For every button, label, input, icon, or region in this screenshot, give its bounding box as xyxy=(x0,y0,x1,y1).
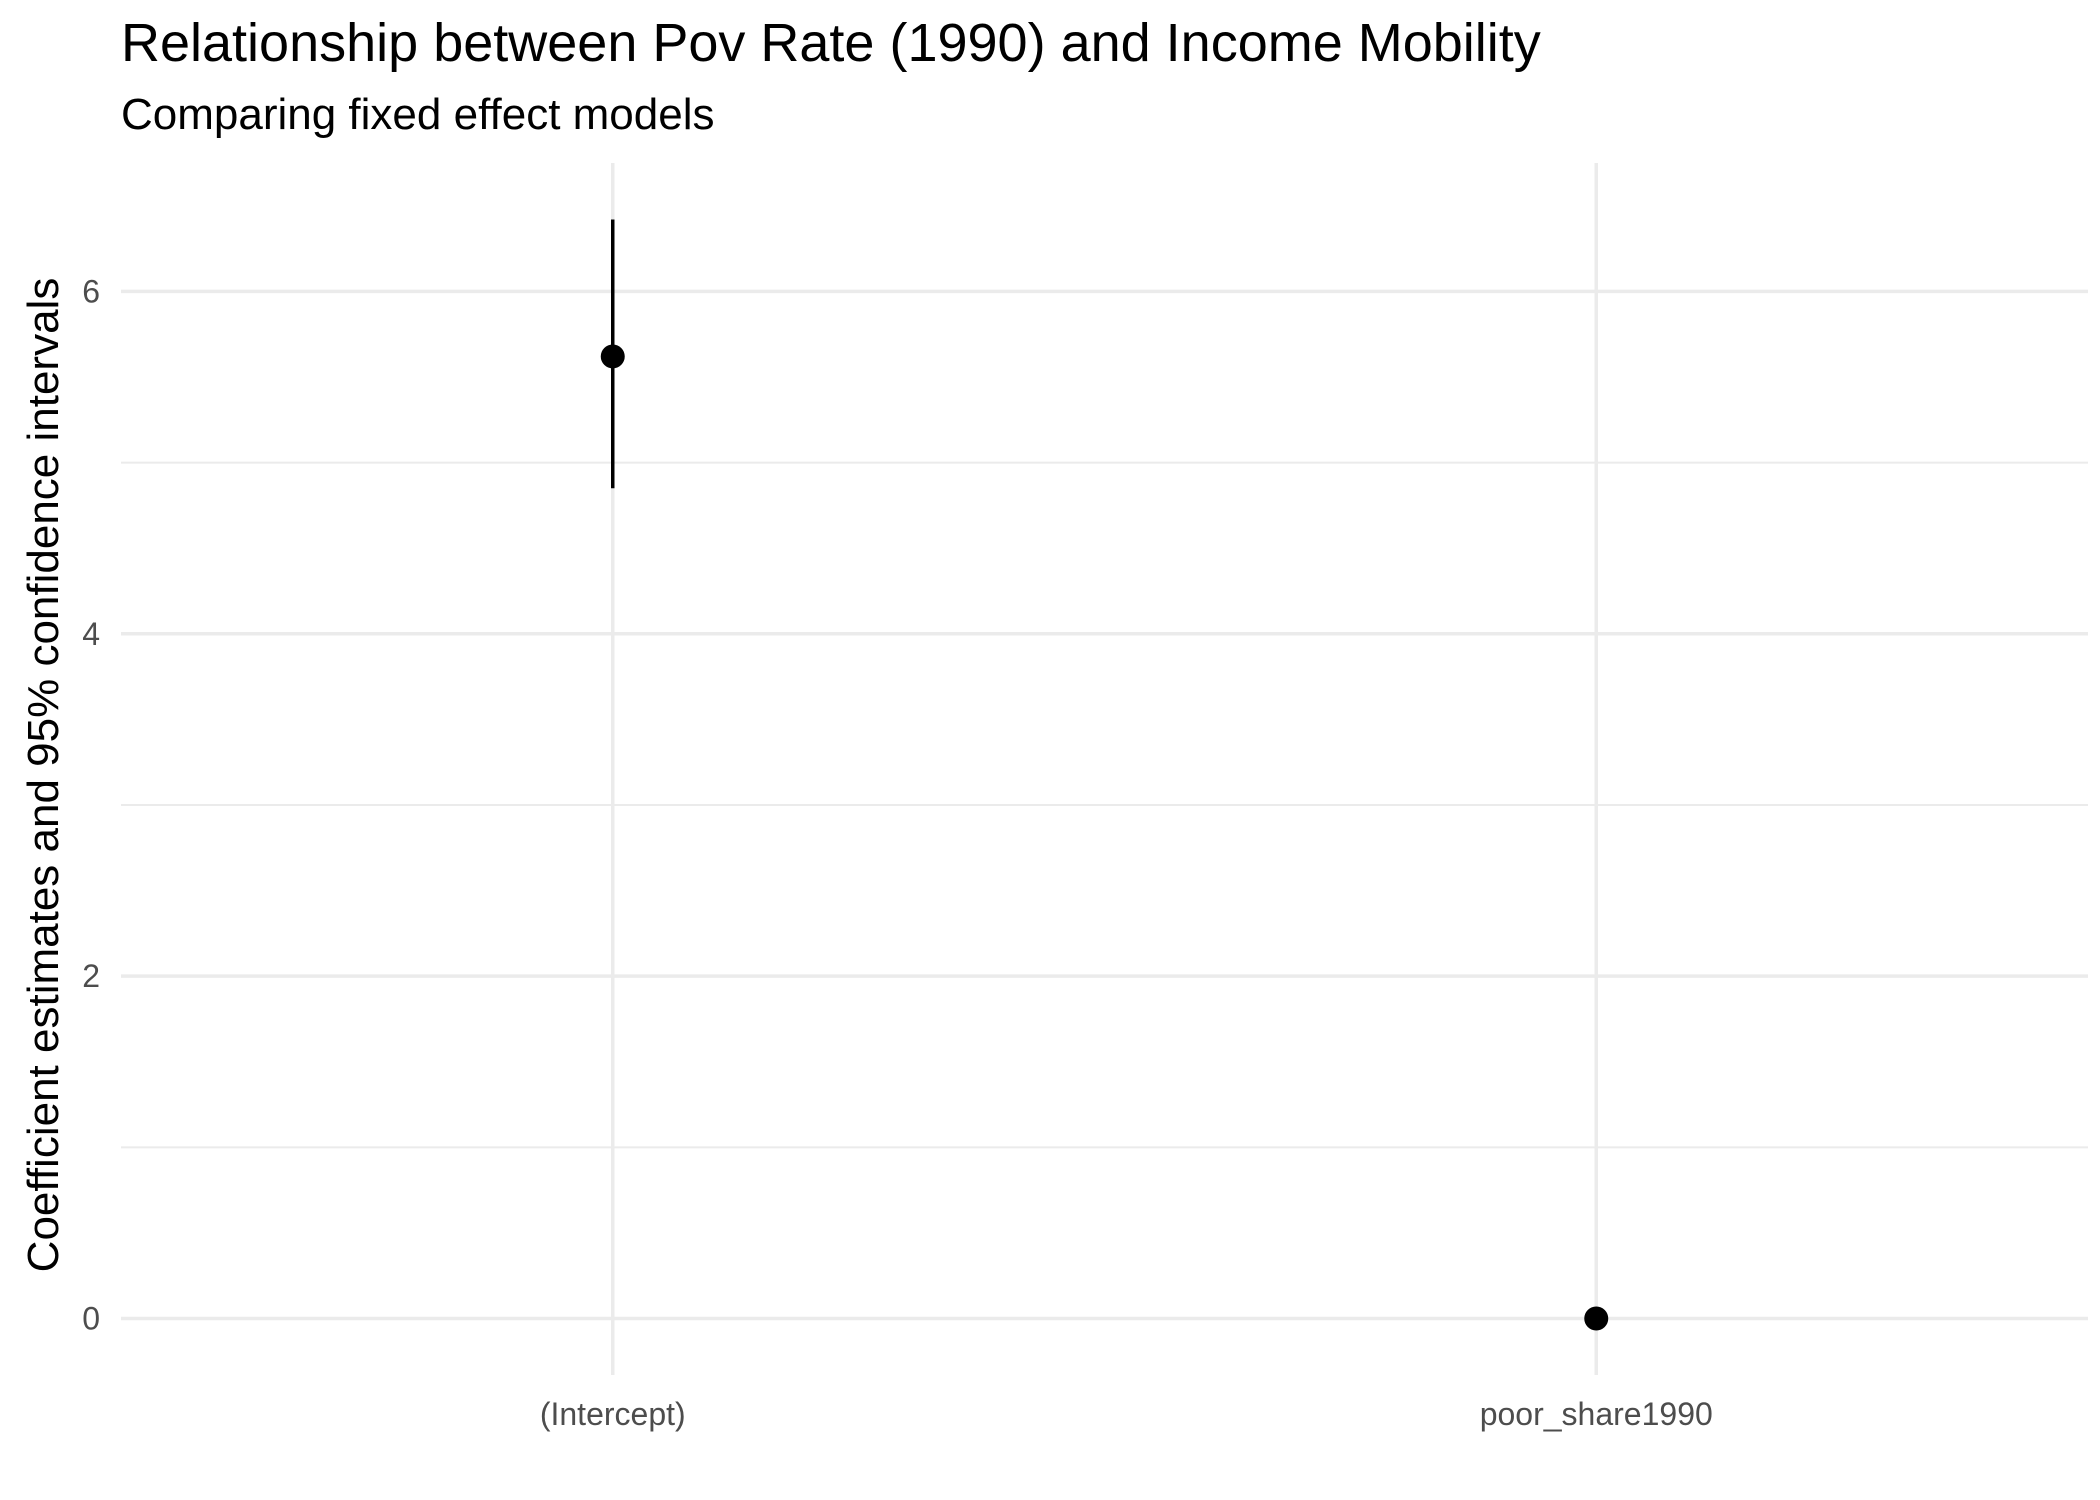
x-tick-label: (Intercept) xyxy=(540,1396,686,1432)
grid-layer xyxy=(121,163,2088,1375)
chart-subtitle: Comparing fixed effect models xyxy=(121,90,715,139)
marks-layer xyxy=(600,219,1609,1331)
y-tick-label: 4 xyxy=(82,616,100,652)
y-tick-label: 2 xyxy=(82,958,100,994)
chart-title: Relationship between Pov Rate (1990) and… xyxy=(121,13,1541,73)
y-tick-label: 6 xyxy=(82,273,100,309)
estimate-point xyxy=(1584,1306,1609,1331)
y-tick-label: 0 xyxy=(82,1301,100,1337)
axis-layer: 0 2 4 6 (Intercept) poor_share1990 xyxy=(82,273,1713,1432)
estimate-point xyxy=(600,344,625,369)
y-axis-label: Coefficient estimates and 95% confidence… xyxy=(19,278,68,1273)
x-tick-label: poor_share1990 xyxy=(1480,1396,1713,1432)
